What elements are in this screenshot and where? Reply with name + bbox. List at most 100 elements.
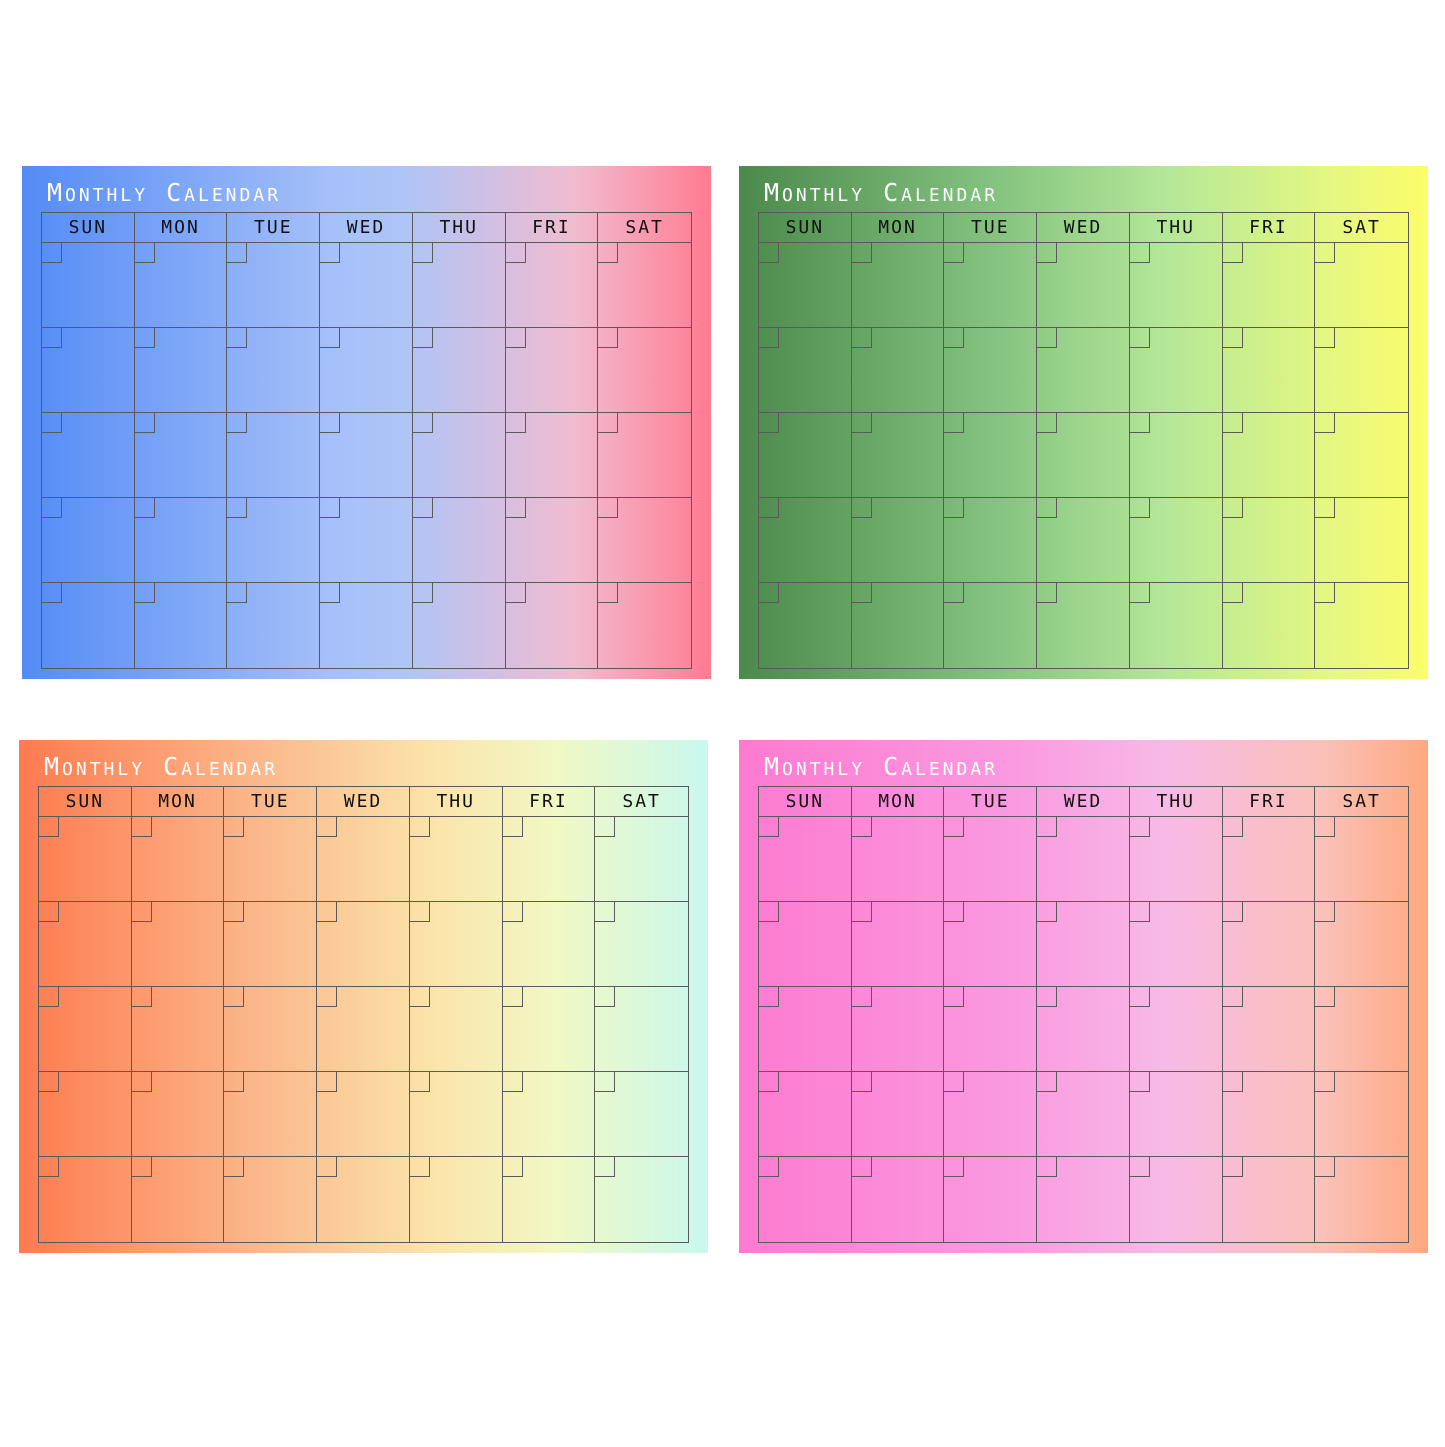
day-cell[interactable]	[224, 987, 318, 1072]
day-cell[interactable]	[1129, 498, 1223, 583]
day-cell[interactable]	[317, 1157, 410, 1242]
day-cell[interactable]	[1222, 328, 1316, 413]
day-cell[interactable]	[851, 583, 945, 668]
day-cell[interactable]	[412, 328, 506, 413]
day-cell[interactable]	[1037, 987, 1130, 1072]
day-cell[interactable]	[317, 817, 410, 902]
day-cell[interactable]	[502, 1072, 596, 1157]
day-cell[interactable]	[1315, 328, 1408, 413]
day-cell[interactable]	[944, 498, 1038, 583]
day-cell[interactable]	[42, 328, 135, 413]
day-cell[interactable]	[131, 987, 225, 1072]
day-cell[interactable]	[320, 328, 413, 413]
day-cell[interactable]	[505, 413, 599, 498]
day-cell[interactable]	[502, 902, 596, 987]
day-cell[interactable]	[595, 817, 688, 902]
day-cell[interactable]	[1037, 1157, 1130, 1242]
day-cell[interactable]	[412, 498, 506, 583]
day-cell[interactable]	[1222, 413, 1316, 498]
day-cell[interactable]	[1037, 243, 1130, 328]
day-cell[interactable]	[944, 328, 1038, 413]
day-cell[interactable]	[595, 1157, 688, 1242]
day-cell[interactable]	[131, 1157, 225, 1242]
day-cell[interactable]	[759, 583, 852, 668]
day-cell[interactable]	[598, 583, 691, 668]
day-cell[interactable]	[598, 328, 691, 413]
day-cell[interactable]	[944, 413, 1038, 498]
day-cell[interactable]	[759, 987, 852, 1072]
day-cell[interactable]	[317, 1072, 410, 1157]
day-cell[interactable]	[320, 413, 413, 498]
day-cell[interactable]	[227, 413, 321, 498]
day-cell[interactable]	[320, 243, 413, 328]
day-cell[interactable]	[42, 498, 135, 583]
day-cell[interactable]	[1222, 1157, 1316, 1242]
day-cell[interactable]	[944, 817, 1038, 902]
day-cell[interactable]	[851, 902, 945, 987]
day-cell[interactable]	[505, 583, 599, 668]
day-cell[interactable]	[131, 902, 225, 987]
day-cell[interactable]	[134, 243, 228, 328]
day-cell[interactable]	[1315, 583, 1408, 668]
day-cell[interactable]	[851, 1157, 945, 1242]
day-cell[interactable]	[224, 817, 318, 902]
day-cell[interactable]	[1037, 583, 1130, 668]
day-cell[interactable]	[598, 413, 691, 498]
day-cell[interactable]	[505, 328, 599, 413]
day-cell[interactable]	[39, 1072, 132, 1157]
day-cell[interactable]	[759, 413, 852, 498]
day-cell[interactable]	[595, 987, 688, 1072]
day-cell[interactable]	[412, 243, 506, 328]
day-cell[interactable]	[851, 413, 945, 498]
day-cell[interactable]	[317, 902, 410, 987]
day-cell[interactable]	[502, 1157, 596, 1242]
day-cell[interactable]	[851, 1072, 945, 1157]
day-cell[interactable]	[759, 328, 852, 413]
day-cell[interactable]	[224, 1157, 318, 1242]
day-cell[interactable]	[1129, 1072, 1223, 1157]
day-cell[interactable]	[1222, 1072, 1316, 1157]
day-cell[interactable]	[759, 1072, 852, 1157]
day-cell[interactable]	[759, 1157, 852, 1242]
day-cell[interactable]	[1315, 902, 1408, 987]
day-cell[interactable]	[1315, 243, 1408, 328]
day-cell[interactable]	[1315, 498, 1408, 583]
day-cell[interactable]	[134, 498, 228, 583]
day-cell[interactable]	[1129, 902, 1223, 987]
day-cell[interactable]	[759, 902, 852, 987]
day-cell[interactable]	[851, 243, 945, 328]
day-cell[interactable]	[502, 817, 596, 902]
day-cell[interactable]	[1315, 1157, 1408, 1242]
day-cell[interactable]	[1129, 243, 1223, 328]
day-cell[interactable]	[317, 987, 410, 1072]
day-cell[interactable]	[598, 243, 691, 328]
day-cell[interactable]	[224, 1072, 318, 1157]
day-cell[interactable]	[39, 1157, 132, 1242]
day-cell[interactable]	[595, 1072, 688, 1157]
day-cell[interactable]	[1315, 817, 1408, 902]
day-cell[interactable]	[944, 583, 1038, 668]
day-cell[interactable]	[1037, 328, 1130, 413]
day-cell[interactable]	[759, 498, 852, 583]
day-cell[interactable]	[1129, 987, 1223, 1072]
day-cell[interactable]	[1315, 1072, 1408, 1157]
day-cell[interactable]	[1222, 583, 1316, 668]
day-cell[interactable]	[39, 902, 132, 987]
day-cell[interactable]	[1037, 817, 1130, 902]
day-cell[interactable]	[1129, 817, 1223, 902]
day-cell[interactable]	[1315, 987, 1408, 1072]
day-cell[interactable]	[134, 328, 228, 413]
day-cell[interactable]	[1222, 498, 1316, 583]
day-cell[interactable]	[1129, 583, 1223, 668]
day-cell[interactable]	[1129, 1157, 1223, 1242]
day-cell[interactable]	[1129, 413, 1223, 498]
day-cell[interactable]	[42, 413, 135, 498]
day-cell[interactable]	[1222, 987, 1316, 1072]
day-cell[interactable]	[227, 498, 321, 583]
day-cell[interactable]	[39, 817, 132, 902]
day-cell[interactable]	[1315, 413, 1408, 498]
day-cell[interactable]	[409, 902, 503, 987]
day-cell[interactable]	[39, 987, 132, 1072]
day-cell[interactable]	[1222, 902, 1316, 987]
day-cell[interactable]	[134, 583, 228, 668]
